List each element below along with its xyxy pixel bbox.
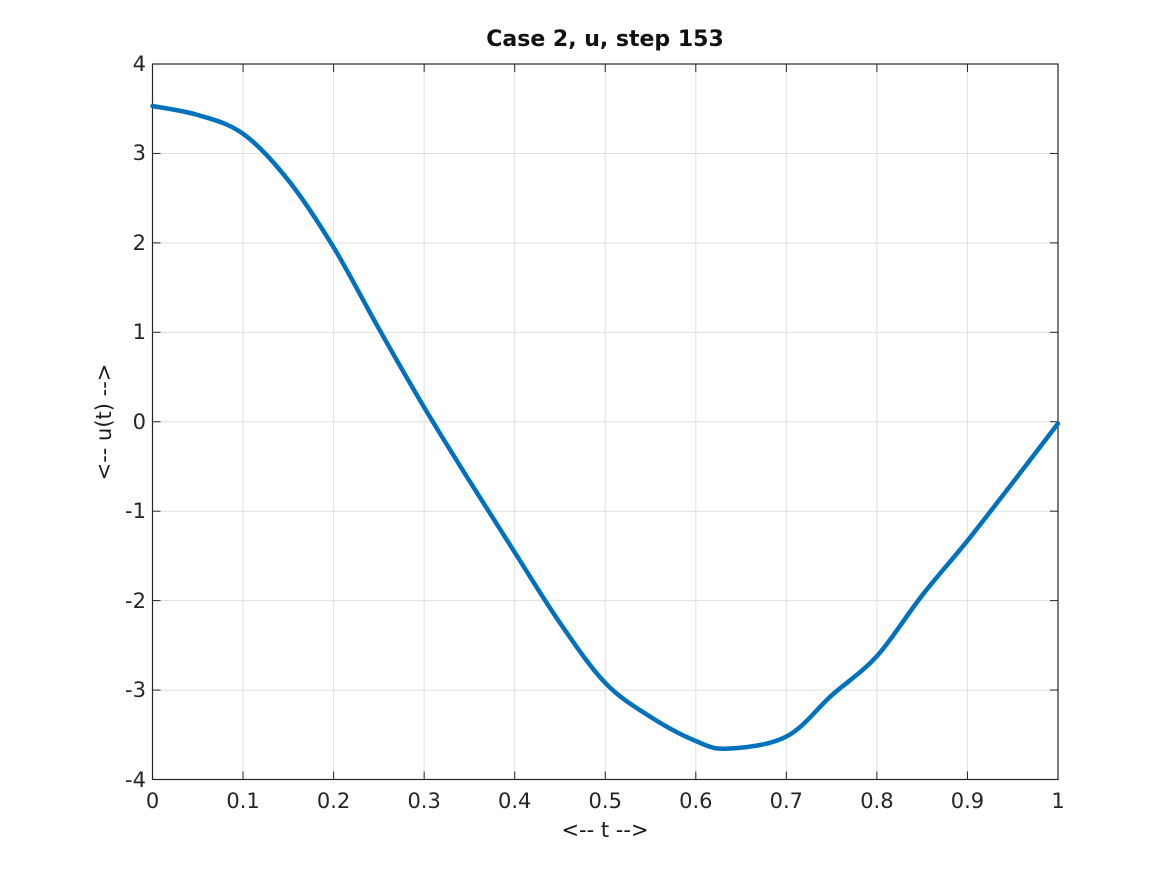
x-tick-label: 0.6 xyxy=(679,789,713,813)
y-tick-label: -4 xyxy=(125,767,146,792)
chart-title: Case 2, u, step 153 xyxy=(486,27,724,52)
y-tick-label: 0 xyxy=(132,409,146,434)
x-tick-label: 0.4 xyxy=(497,789,532,813)
y-tick-label: 1 xyxy=(132,320,146,345)
y-tick-label: 2 xyxy=(132,230,146,255)
x-tick-label: 0.7 xyxy=(769,789,804,813)
x-axis-label: <-- t --> xyxy=(561,818,649,842)
y-tick-label: 4 xyxy=(132,52,146,76)
y-tick-label: 3 xyxy=(132,141,146,166)
x-tick-label: 0 xyxy=(145,789,160,813)
y-tick-label: -2 xyxy=(125,588,146,613)
y-tick-label: -3 xyxy=(125,678,146,703)
x-tick-label: 0.8 xyxy=(860,789,894,813)
data-line-u xyxy=(150,103,1061,751)
x-tick-label: 0.2 xyxy=(316,789,351,813)
x-tick-label: 0.1 xyxy=(226,789,260,813)
x-tick-label: 0.3 xyxy=(407,789,441,813)
x-tick-label: 0.9 xyxy=(950,789,985,813)
x-tick-label: 1 xyxy=(1051,789,1065,813)
y-tick-label: -1 xyxy=(125,499,146,524)
x-tick-label: 0.5 xyxy=(588,789,622,813)
